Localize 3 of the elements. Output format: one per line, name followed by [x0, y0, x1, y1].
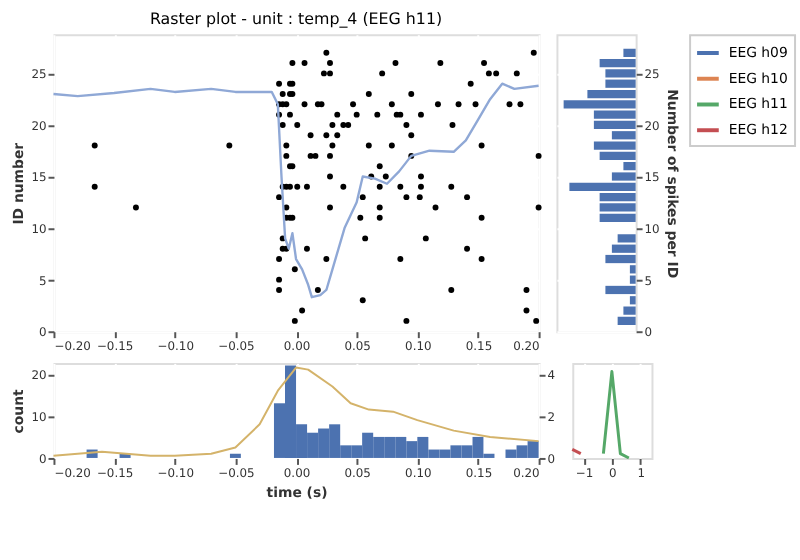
line-series [52, 366, 540, 457]
chart-title: Raster plot - unit : temp_4 (EEG h11) [149, 10, 443, 29]
line-series [52, 82, 540, 299]
